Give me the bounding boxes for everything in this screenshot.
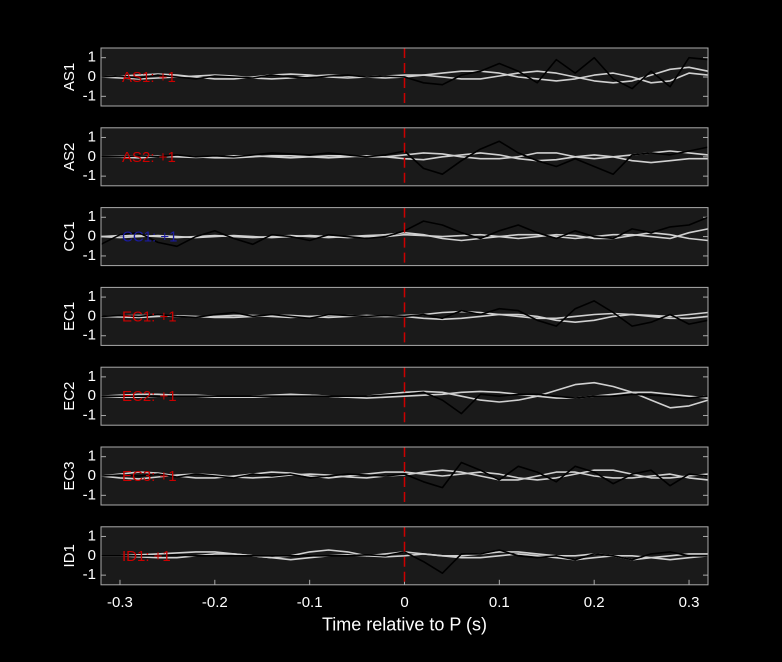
- station-label: EC3: +1: [122, 468, 177, 485]
- panel-border: [100, 366, 709, 426]
- y-axis-label: CC1: [61, 222, 78, 252]
- panel-border: [100, 286, 709, 346]
- station-label: ID1: +1: [122, 548, 171, 565]
- y-tick-label: -1: [83, 407, 96, 424]
- y-tick-label: 1: [88, 128, 96, 145]
- y-tick-label: 0: [88, 547, 96, 564]
- y-tick-label: 1: [88, 288, 96, 305]
- y-tick-label: 1: [88, 208, 96, 225]
- y-tick-label: 0: [88, 68, 96, 85]
- y-tick-label: -1: [83, 486, 96, 503]
- y-axis-label: AS1: [61, 63, 78, 91]
- y-axis-label: ID1: [61, 544, 78, 567]
- panel-border: [100, 446, 709, 506]
- waveform: [100, 228, 709, 242]
- y-axis-label: EC1: [61, 302, 78, 331]
- y-tick-label: 0: [88, 148, 96, 165]
- y-tick-label: -1: [83, 87, 96, 104]
- waveform: [100, 469, 709, 481]
- waveform: [101, 391, 709, 415]
- y-axis-label: AS2: [61, 143, 78, 171]
- y-axis-label: EC2: [61, 382, 78, 411]
- y-axis-label: EC3: [61, 461, 78, 490]
- y-tick-label: 0: [88, 467, 96, 484]
- waveform: [100, 56, 709, 90]
- x-tick-label: -0.2: [202, 594, 228, 611]
- y-tick-label: -1: [83, 167, 96, 184]
- x-tick-label: 0.1: [489, 594, 510, 611]
- station-label: AS2: +1: [122, 149, 176, 166]
- x-tick-label: 0.3: [679, 594, 700, 611]
- y-tick-label: 0: [88, 307, 96, 324]
- station-label: EC2: +1: [122, 388, 177, 405]
- y-tick-label: 1: [88, 527, 96, 544]
- x-tick-label: 0.2: [584, 594, 605, 611]
- panel-border: [100, 127, 709, 187]
- y-tick-label: 1: [88, 448, 96, 465]
- station-label: CC1: +1: [122, 229, 177, 246]
- x-tick-label: 0: [400, 594, 408, 611]
- y-tick-label: -1: [83, 566, 96, 583]
- x-tick-label: -0.3: [107, 594, 133, 611]
- waveform: [100, 461, 709, 489]
- panel-border: [100, 47, 709, 107]
- x-axis-label: Time relative to P (s): [322, 615, 487, 635]
- y-tick-label: -1: [83, 327, 96, 344]
- y-tick-label: 0: [88, 387, 96, 404]
- y-tick-label: -1: [83, 247, 96, 264]
- x-tick-label: -0.1: [297, 594, 323, 611]
- y-tick-label: 1: [88, 368, 96, 385]
- panel-border: [100, 207, 709, 267]
- waveform: [101, 549, 708, 574]
- y-tick-label: 1: [88, 49, 96, 66]
- station-label: EC1: +1: [122, 308, 177, 325]
- waveform: [100, 300, 709, 327]
- station-label: AS1: +1: [122, 69, 176, 86]
- panel-border: [100, 526, 709, 586]
- y-tick-label: 0: [88, 228, 96, 245]
